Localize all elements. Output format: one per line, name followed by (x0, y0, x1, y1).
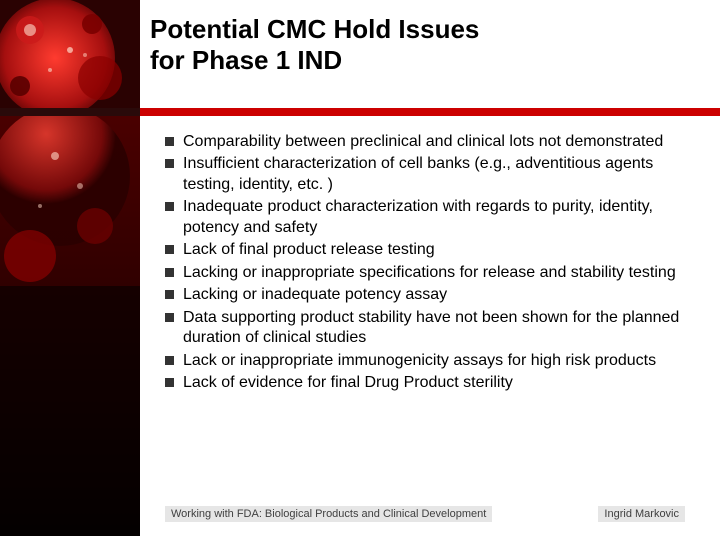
divider-row (0, 108, 720, 116)
header-graphic (0, 0, 140, 108)
bullet-text: Lack or inappropriate immunogenicity ass… (183, 352, 656, 369)
bullet-text: Lacking or inadequate potency assay (183, 286, 447, 303)
bullet-square-icon (165, 202, 174, 211)
bullet-item: Comparability between preclinical and cl… (165, 132, 685, 152)
bullet-item: Lacking or inappropriate specifications … (165, 263, 685, 283)
title-line-2: for Phase 1 IND (150, 45, 342, 75)
abstract-red-icon (0, 0, 140, 108)
footer-left: Working with FDA: Biological Products an… (165, 506, 492, 522)
bullet-list: Comparability between preclinical and cl… (165, 132, 685, 394)
slide: Potential CMC Hold Issues for Phase 1 IN… (0, 0, 720, 540)
bullet-text: Lack of final product release testing (183, 241, 435, 258)
bullet-item: Lack of evidence for final Drug Product … (165, 373, 685, 393)
bullet-item: Lack of final product release testing (165, 240, 685, 260)
bullet-text: Data supporting product stability have n… (183, 309, 679, 346)
header: Potential CMC Hold Issues for Phase 1 IN… (0, 0, 720, 108)
bullet-text: Lack of evidence for final Drug Product … (183, 374, 513, 391)
bullet-square-icon (165, 268, 174, 277)
side-graphic (0, 116, 140, 540)
footer-right: Ingrid Markovic (598, 506, 685, 522)
title-line-1: Potential CMC Hold Issues (150, 14, 479, 44)
bullet-square-icon (165, 313, 174, 322)
bullet-text: Comparability between preclinical and cl… (183, 133, 663, 150)
slide-title: Potential CMC Hold Issues for Phase 1 IN… (150, 14, 690, 76)
bullet-square-icon (165, 356, 174, 365)
bullet-square-icon (165, 159, 174, 168)
bullet-square-icon (165, 290, 174, 299)
bullet-item: Lacking or inadequate potency assay (165, 285, 685, 305)
bullet-item: Insufficient characterization of cell ba… (165, 154, 685, 195)
footer: Working with FDA: Biological Products an… (165, 506, 685, 522)
bullet-item: Data supporting product stability have n… (165, 308, 685, 349)
bullet-item: Inadequate product characterization with… (165, 197, 685, 238)
abstract-side-icon (0, 116, 140, 536)
bullet-square-icon (165, 245, 174, 254)
divider-red (140, 108, 720, 116)
bullet-square-icon (165, 378, 174, 387)
bullet-item: Lack or inappropriate immunogenicity ass… (165, 351, 685, 371)
divider-dark (0, 108, 140, 116)
bullet-text: Insufficient characterization of cell ba… (183, 155, 653, 192)
bullet-text: Lacking or inappropriate specifications … (183, 264, 676, 281)
bullet-text: Inadequate product characterization with… (183, 198, 653, 235)
bullet-square-icon (165, 137, 174, 146)
content-area: Comparability between preclinical and cl… (165, 132, 685, 396)
